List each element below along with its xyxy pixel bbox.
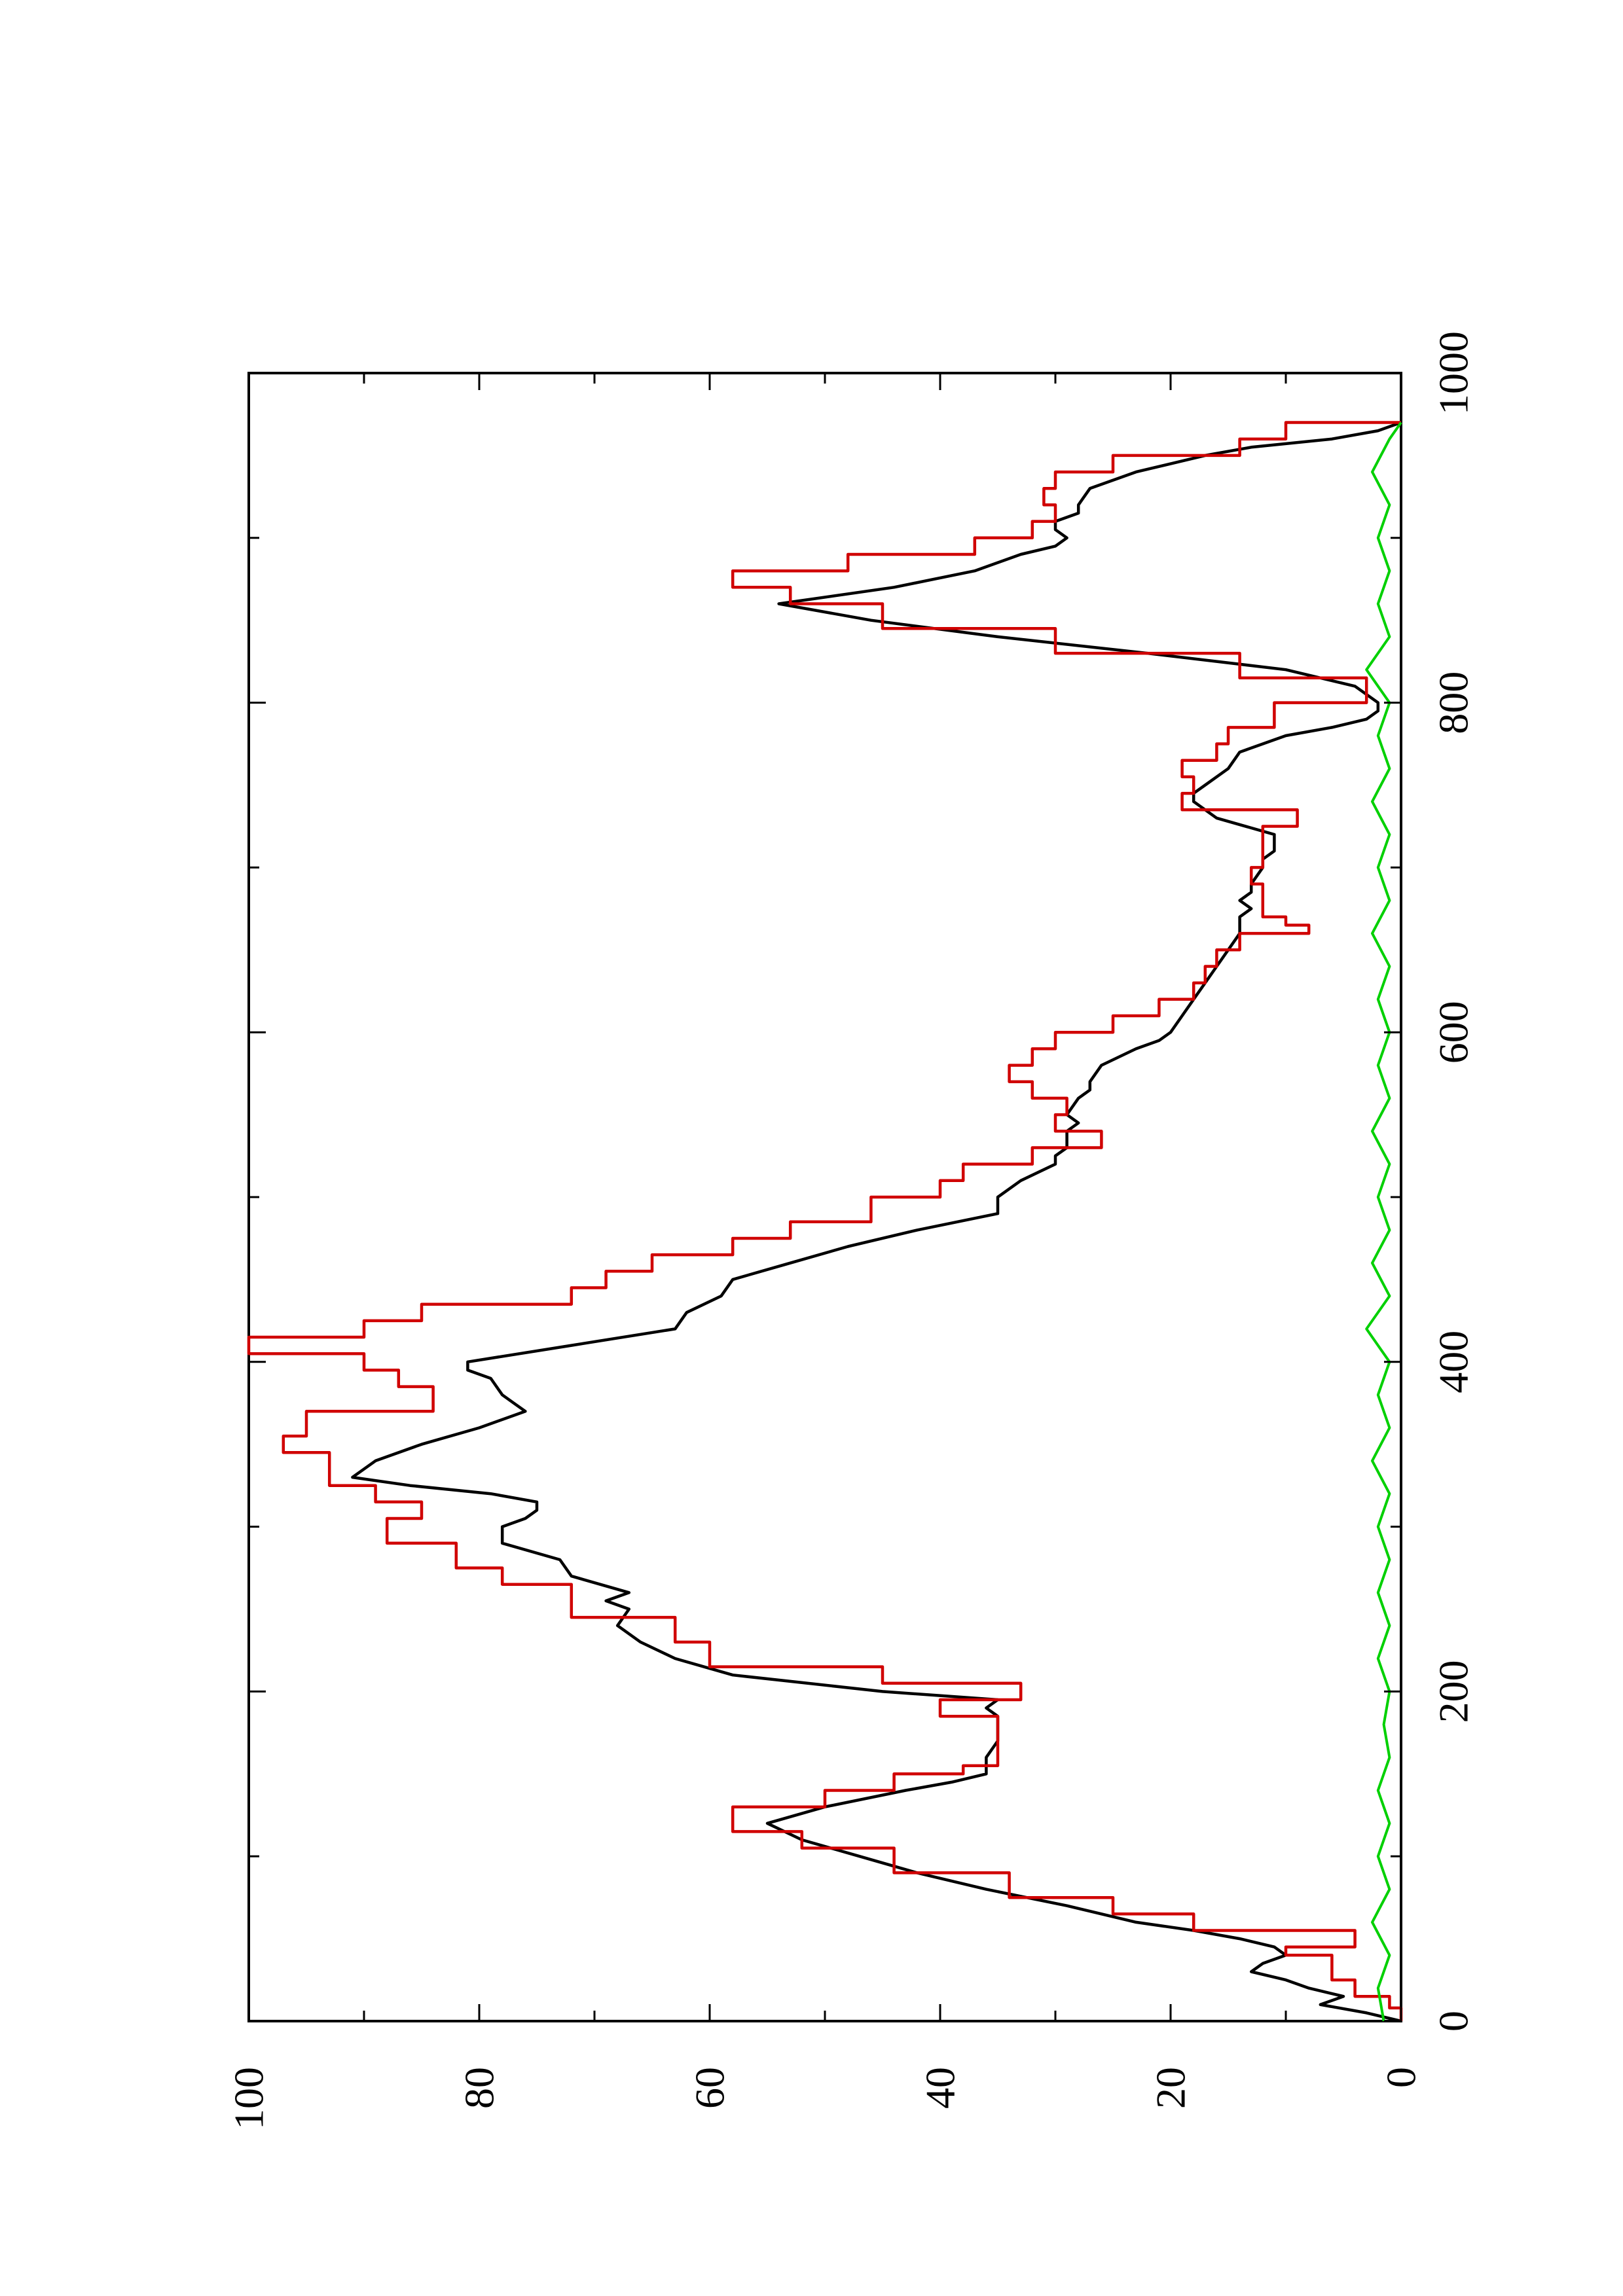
y-tick-label: 80 (456, 2067, 503, 2109)
y-tick-label: 60 (687, 2067, 733, 2109)
series-black (351, 421, 1402, 2023)
series-red (247, 421, 1403, 2021)
y-tick-label: 0 (1378, 2067, 1425, 2088)
x-tick-label: 600 (1431, 1001, 1477, 1064)
x-tick-label: 1000 (1431, 331, 1477, 415)
series-layer (247, 421, 1403, 2023)
y-tick-label: 100 (226, 2067, 272, 2130)
x-tick-label: 0 (1431, 2011, 1477, 2032)
y-tick-label: 40 (917, 2067, 964, 2109)
series-green (1365, 422, 1402, 2022)
axis-layer: 0 200 400 600 800 1000 0 20 40 60 80 100 (226, 331, 1477, 2130)
y-tick-label: 20 (1148, 2067, 1194, 2109)
plot-frame (247, 372, 1402, 2022)
x-tick-label: 800 (1431, 672, 1477, 734)
x-tick-label: 400 (1431, 1331, 1477, 1393)
x-tick-label: 200 (1431, 1660, 1477, 1723)
plot-area (247, 372, 1403, 2023)
